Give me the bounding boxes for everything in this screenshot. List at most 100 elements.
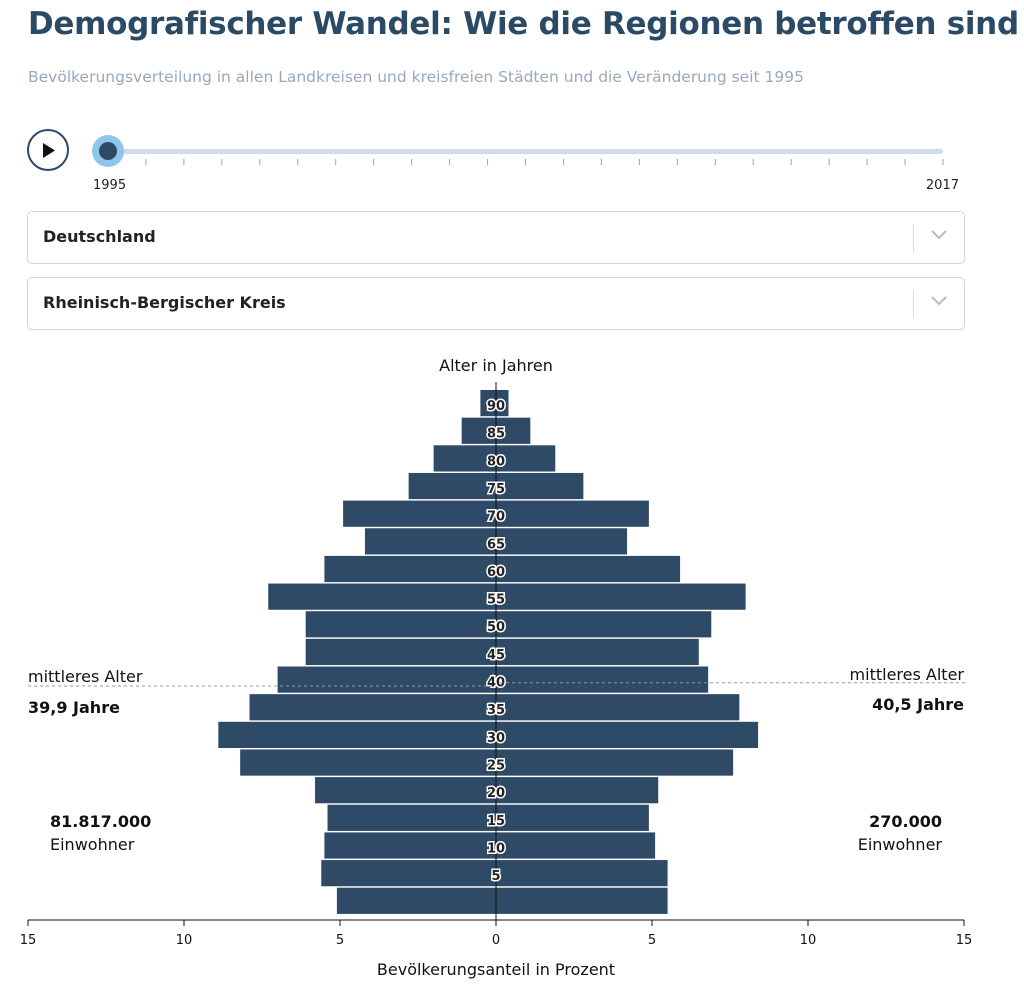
select-separator — [913, 290, 914, 318]
y-axis-label: Alter in Jahren — [439, 356, 553, 375]
region-select-left-value: Deutschland — [43, 227, 156, 246]
age-label: 85 — [487, 427, 505, 442]
slider-handle[interactable] — [92, 135, 124, 167]
bar-left-15 — [327, 804, 496, 831]
x-tick-label: 5 — [336, 933, 344, 948]
age-label-halo: 50 — [487, 620, 505, 635]
region-select-right[interactable]: Rheinisch-Bergischer Kreis — [27, 277, 965, 330]
right-median-value: 40,5 Jahre — [872, 695, 964, 714]
age-label: 50 — [487, 620, 505, 635]
bar-left-50 — [305, 611, 496, 638]
age-label: 25 — [487, 758, 505, 773]
bar-right-25 — [496, 749, 734, 776]
bar-right-45 — [496, 638, 699, 666]
bar-left-60 — [324, 555, 496, 583]
bar-left-0 — [336, 887, 496, 914]
region-select-right-value: Rheinisch-Bergischer Kreis — [43, 293, 286, 312]
slider-handle-dot — [99, 142, 117, 160]
age-label-halo: 65 — [487, 537, 505, 552]
age-label: 10 — [487, 841, 505, 856]
age-label-halo: 35 — [487, 703, 505, 718]
right-population-value: 270.000 — [869, 812, 942, 831]
page-subtitle: Bevölkerungsverteilung in allen Landkrei… — [28, 68, 804, 86]
age-label-halo: 20 — [487, 786, 505, 801]
bar-left-5 — [321, 860, 496, 887]
bar-right-75 — [496, 472, 584, 500]
bar-right-0 — [496, 887, 668, 914]
age-label: 65 — [487, 537, 505, 552]
age-label-halo: 5 — [491, 869, 500, 884]
bar-left-55 — [268, 583, 496, 610]
age-label-halo: 40 — [487, 676, 505, 691]
x-tick-label: 5 — [648, 933, 656, 948]
age-label: 55 — [487, 593, 505, 608]
bar-left-30 — [218, 721, 496, 748]
bar-right-10 — [496, 832, 656, 859]
population-pyramid: 90 90 85 85 80 80 75 75 70 70 65 65 60 60 55 55 50 50 45 45… — [0, 340, 1024, 997]
x-tick-label: 10 — [176, 933, 193, 948]
bar-left-35 — [249, 694, 496, 721]
age-label: 35 — [487, 703, 505, 718]
play-icon — [43, 143, 55, 158]
play-button[interactable] — [27, 129, 69, 171]
chevron-down-icon[interactable] — [930, 229, 948, 241]
age-label: 45 — [487, 648, 505, 663]
bar-left-40 — [277, 666, 496, 693]
slider-end-label: 2017 — [925, 178, 959, 193]
bar-right-15 — [496, 804, 649, 831]
age-label: 40 — [487, 676, 505, 691]
age-label-halo: 25 — [487, 758, 505, 773]
x-tick-label: 15 — [20, 933, 37, 948]
age-label: 70 — [487, 510, 505, 525]
age-label-halo: 85 — [487, 427, 505, 442]
bar-left-20 — [315, 777, 496, 804]
bar-right-35 — [496, 694, 740, 721]
age-label-halo: 70 — [487, 510, 505, 525]
bar-right-85 — [496, 417, 531, 444]
bar-right-90 — [496, 390, 509, 417]
region-select-left[interactable]: Deutschland — [27, 211, 965, 264]
left-median-value: 39,9 Jahre — [28, 698, 120, 717]
bar-left-65 — [364, 528, 496, 555]
bar-left-10 — [324, 832, 496, 859]
bar-right-55 — [496, 583, 746, 610]
bar-left-45 — [305, 638, 496, 666]
x-tick-label: 0 — [492, 933, 500, 948]
age-label-halo: 60 — [487, 565, 505, 580]
right-population-label: Einwohner — [857, 835, 942, 854]
bar-left-75 — [408, 472, 496, 500]
x-tick-label: 10 — [800, 933, 817, 948]
x-tick-label: 15 — [956, 933, 973, 948]
age-label: 90 — [487, 399, 505, 414]
slider-ticks — [107, 159, 944, 165]
bar-left-90 — [480, 390, 496, 417]
year-slider[interactable]: 1995 2017 — [92, 135, 959, 193]
left-median-label: mittleres Alter — [28, 667, 143, 686]
bar-right-80 — [496, 445, 556, 472]
right-median-label: mittleres Alter — [849, 665, 964, 684]
age-label-halo: 30 — [487, 731, 505, 746]
age-label: 80 — [487, 454, 505, 469]
bar-left-80 — [433, 445, 496, 472]
x-axis-label: Bevölkerungsanteil in Prozent — [377, 960, 615, 979]
select-separator — [913, 224, 914, 252]
bar-left-25 — [240, 749, 496, 776]
age-label: 60 — [487, 565, 505, 580]
bar-right-60 — [496, 555, 681, 583]
bar-right-50 — [496, 611, 712, 638]
age-label-halo: 15 — [487, 814, 505, 829]
bar-left-70 — [343, 500, 496, 527]
chevron-down-icon[interactable] — [930, 295, 948, 307]
bar-left-85 — [461, 417, 496, 444]
bar-right-5 — [496, 860, 668, 887]
age-label-halo: 55 — [487, 593, 505, 608]
age-label: 5 — [491, 869, 500, 884]
page-title: Demografischer Wandel: Wie die Regionen … — [28, 6, 1019, 42]
age-label-halo: 10 — [487, 841, 505, 856]
slider-track[interactable] — [100, 149, 943, 154]
age-label: 75 — [487, 482, 505, 497]
bar-right-40 — [496, 666, 709, 693]
left-population-value: 81.817.000 — [50, 812, 152, 831]
bar-right-70 — [496, 500, 649, 527]
bar-right-65 — [496, 528, 628, 555]
